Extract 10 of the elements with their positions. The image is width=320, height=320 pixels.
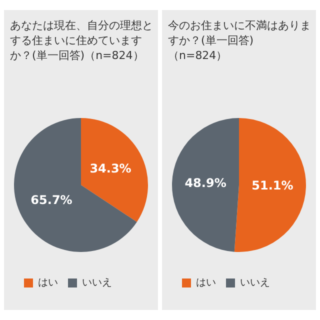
legend-label: はい [38,278,58,289]
chart-title: あなたは現在、自分の理想とする住まいに住めていますか？(単一回答)（n=824） [10,18,154,64]
chart-title: 今のお住まいに不満はありますか？(単一回答)（n=824） [168,18,312,64]
legend-label: いいえ [240,278,270,289]
legend-label: はい [196,278,216,289]
data-label: 51.1% [252,178,294,192]
data-label: 34.3% [90,161,132,176]
legend-label: いいえ [82,278,112,289]
data-label: 65.7% [30,192,72,207]
data-label: 48.9% [184,176,226,190]
